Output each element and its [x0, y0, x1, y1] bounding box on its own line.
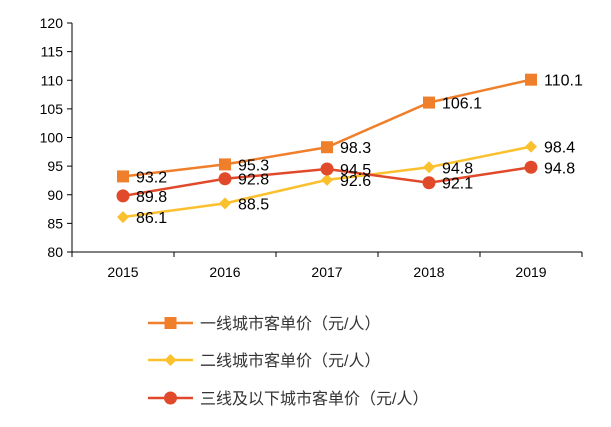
y-tick-label: 105 — [40, 101, 64, 117]
data-label-series-1: 106.1 — [442, 96, 482, 113]
data-point-series-3 — [116, 189, 130, 203]
data-point-series-2 — [321, 173, 333, 186]
y-tick-label: 90 — [47, 187, 63, 203]
data-point-series-3 — [524, 160, 538, 174]
data-label-series-3: 89.8 — [136, 189, 167, 206]
data-point-series-1 — [525, 73, 537, 86]
y-tick-label: 100 — [40, 130, 64, 146]
legend-marker-3 — [164, 391, 177, 405]
y-tick-label: 120 — [40, 15, 64, 31]
x-tick-label: 2017 — [311, 264, 342, 280]
legend-label-3: 三线及以下城市客单价（元/人） — [200, 390, 428, 408]
data-point-series-1 — [423, 96, 435, 109]
legend-marker-1 — [164, 317, 177, 329]
data-label-series-2: 88.5 — [238, 196, 269, 213]
series-markers — [116, 73, 538, 224]
data-point-series-2 — [525, 140, 537, 153]
data-point-series-1 — [321, 141, 333, 154]
x-tick-label: 2018 — [413, 264, 444, 280]
data-point-series-2 — [219, 197, 231, 210]
axes: 80 85 90 95 100 105 110 115 120 2015 2016 2017 2018 2… — [40, 15, 583, 280]
legend-label-1: 一线城市客单价（元/人） — [200, 315, 380, 333]
data-label-series-2: 98.4 — [544, 140, 575, 157]
data-label-series-1: 110.1 — [544, 73, 583, 90]
data-label-series-3: 92.1 — [442, 176, 473, 193]
data-label-series-3: 92.8 — [238, 172, 269, 189]
data-point-series-3 — [320, 162, 334, 176]
y-tick-label: 95 — [47, 158, 63, 174]
data-label-series-3: 94.8 — [544, 160, 575, 177]
data-labels: 93.2 95.3 98.3 106.1 110.1 86.1 88.5 92.6 94.8 98… — [136, 73, 583, 227]
y-tick-label: 115 — [41, 44, 64, 60]
data-label-series-2: 94.8 — [442, 160, 473, 177]
data-label-series-1: 98.3 — [340, 140, 371, 157]
data-point-series-1 — [117, 170, 129, 183]
y-tick-label: 110 — [41, 72, 64, 88]
data-point-series-3 — [218, 172, 232, 186]
legend-marker-2 — [164, 354, 177, 366]
x-tick-label: 2015 — [107, 264, 138, 280]
data-label-series-1: 93.2 — [136, 169, 167, 186]
data-label-series-1: 95.3 — [238, 157, 269, 174]
data-point-series-2 — [117, 211, 129, 224]
legend-label-2: 二线城市客单价（元/人） — [200, 352, 380, 370]
data-label-series-3: 94.5 — [340, 162, 371, 179]
legend: 一线城市客单价（元/人） 二线城市客单价（元/人） 三线及以下城市客单价（元/人） — [148, 315, 428, 408]
data-point-series-2 — [423, 161, 435, 174]
x-tick-label: 2016 — [209, 264, 240, 280]
y-tick-label: 85 — [47, 215, 63, 231]
x-tick-label: 2019 — [515, 264, 546, 280]
y-tick-label: 80 — [47, 244, 63, 260]
data-label-series-2: 92.6 — [340, 173, 371, 190]
data-label-series-2: 86.1 — [136, 210, 167, 227]
data-point-series-3 — [422, 176, 436, 190]
data-point-series-1 — [219, 158, 231, 171]
